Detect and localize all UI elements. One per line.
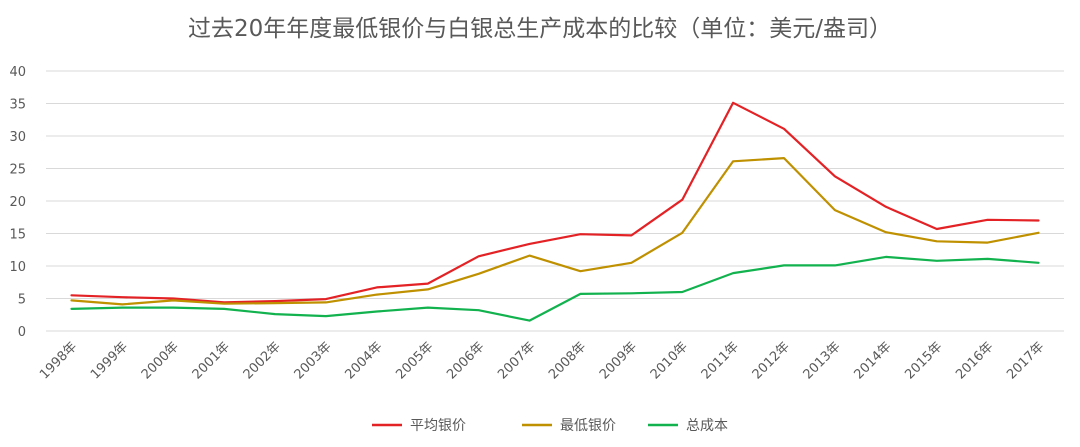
- x-tick-label: 2001年: [190, 339, 233, 382]
- x-tick-label: 2007年: [495, 339, 538, 382]
- legend-label: 总成本: [686, 418, 728, 434]
- y-tick-label: 30: [9, 130, 26, 145]
- x-tick-label: 2005年: [393, 339, 436, 382]
- y-tick-label: 40: [9, 65, 26, 80]
- x-tick-label: 2017年: [1004, 339, 1047, 382]
- y-tick-label: 35: [9, 98, 26, 113]
- x-tick-label: 2008年: [546, 339, 589, 382]
- gridlines: [46, 70, 1064, 332]
- x-tick-label: 2014年: [851, 339, 894, 382]
- x-tick-label: 2013年: [801, 339, 844, 382]
- legend: 平均银价 最低银价 总成本: [372, 418, 728, 434]
- y-tick-label: 25: [9, 163, 26, 178]
- x-tick-label: 2003年: [292, 339, 335, 382]
- x-axis-ticks: 1998年 1999年 2000年 2001年 2002年 2003年 2004年 2005年…: [37, 339, 1047, 382]
- series-line: [70, 101, 1040, 304]
- x-tick-label: 1998年: [37, 339, 80, 382]
- x-tick-label: 1999年: [88, 339, 131, 382]
- x-tick-label: 2009年: [597, 339, 640, 382]
- x-tick-label: 2016年: [953, 339, 996, 382]
- y-tick-label: 5: [18, 293, 26, 308]
- y-tick-label: 10: [9, 260, 26, 275]
- x-tick-label: 2000年: [139, 339, 182, 382]
- x-tick-label: 2012年: [750, 339, 793, 382]
- series-lines: [70, 101, 1040, 322]
- y-axis-ticks: 0 5 10 15 20 25 30 35 40: [9, 65, 26, 340]
- x-tick-label: 2002年: [241, 339, 284, 382]
- series-line: [70, 157, 1040, 306]
- x-tick-label: 2006年: [444, 339, 487, 382]
- x-tick-label: 2011年: [699, 339, 742, 382]
- legend-label: 最低银价: [560, 418, 616, 434]
- y-tick-label: 20: [9, 195, 26, 210]
- chart-title: 过去20年年度最低银价与白银总生产成本的比较（单位：美元/盎司）: [188, 16, 892, 42]
- legend-label: 平均银价: [410, 418, 466, 434]
- y-tick-label: 15: [9, 228, 26, 243]
- x-tick-label: 2004年: [342, 339, 385, 382]
- x-tick-label: 2010年: [648, 339, 691, 382]
- x-tick-label: 2015年: [902, 339, 945, 382]
- series-line: [70, 255, 1040, 322]
- y-tick-label: 0: [18, 325, 26, 340]
